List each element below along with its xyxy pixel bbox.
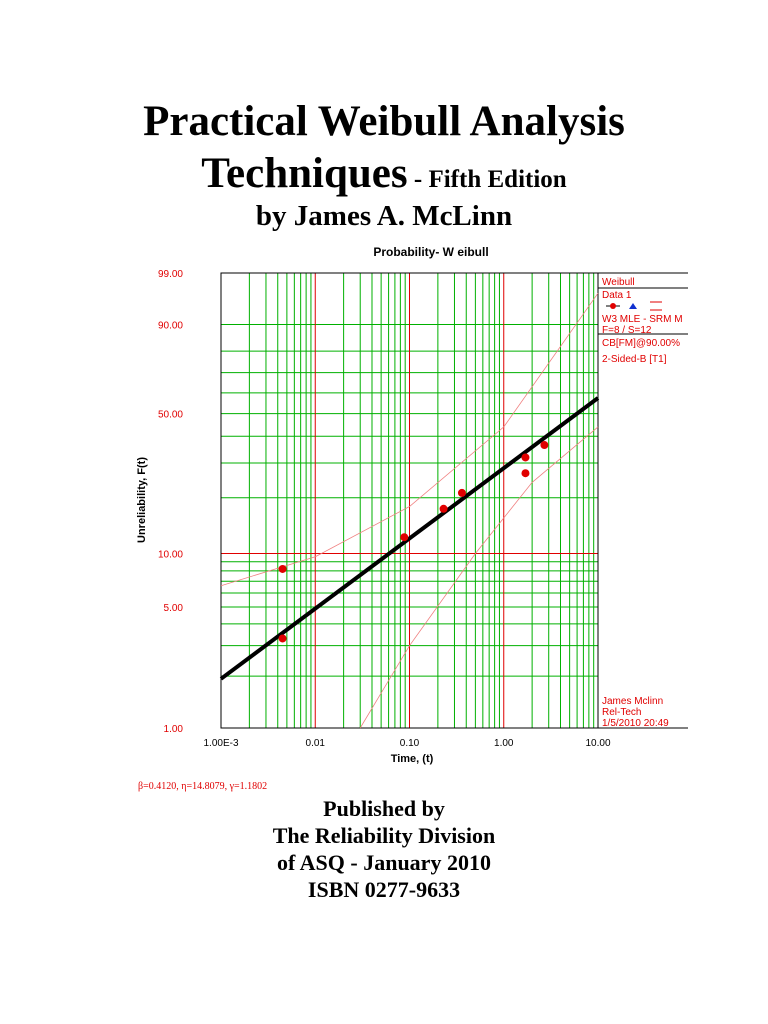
y-tick-label: 1.00	[164, 724, 184, 735]
x-tick-label: 10.00	[585, 738, 610, 749]
x-tick-labels: 1.00E-3 0.01 0.10 1.00 10.00	[203, 738, 610, 749]
legend-line-data: Data 1	[602, 290, 632, 301]
data-point	[457, 488, 466, 497]
fit-line	[219, 396, 600, 681]
y-tick-label: 99.00	[158, 269, 183, 280]
x-tick-label: 1.00	[494, 738, 514, 749]
y-tick-label: 5.00	[164, 603, 184, 614]
y-tick-label: 10.00	[158, 550, 183, 561]
x-tick-label: 1.00E-3	[203, 738, 238, 749]
fit-line-group	[219, 396, 600, 681]
data-point	[400, 533, 409, 542]
cover-title-line2: Techniques - Fifth Edition	[0, 150, 768, 207]
data-point	[521, 469, 530, 478]
legend-triangle-marker	[629, 303, 637, 309]
legend-line-weibull: Weibull	[602, 277, 635, 288]
publisher-block: Published by The Reliability Division of…	[0, 795, 768, 903]
x-tick-label: 0.10	[400, 738, 420, 749]
publisher-line: ISBN 0277-9633	[307, 877, 461, 902]
legend-footer-author: James Mclinn	[602, 696, 663, 707]
cover-author: by James A. McLinn	[255, 200, 513, 232]
cover-title-techniques: Techniques	[201, 150, 408, 197]
data-point	[278, 634, 287, 643]
y-axis-label: Unreliability, F(t)	[136, 457, 148, 543]
legend-footer-date: 1/5/2010 20:49	[602, 718, 669, 729]
publisher-line: of ASQ - January 2010	[277, 850, 491, 875]
x-tick-label: 0.01	[306, 738, 326, 749]
legend-line-bounds: CB[FM]@90.00%	[602, 338, 680, 349]
x-axis-label: Time, (t)	[391, 753, 434, 765]
publisher-line: The Reliability Division	[272, 823, 496, 848]
legend-point-marker	[610, 303, 616, 309]
data-point	[540, 441, 549, 450]
weibull-parameters: β=0.4120, η=14.8079, γ=1.1802	[138, 781, 268, 792]
publisher-line: Published by	[323, 796, 445, 821]
y-tick-label: 50.00	[158, 410, 183, 421]
legend-footer-company: Rel-Tech	[602, 707, 641, 718]
weibull-chart: Probability- W eibull 99.00 90.00 50.00 10.…	[136, 245, 688, 765]
cover-edition: - Fifth Edition	[407, 166, 567, 193]
confidence-bound-lower	[359, 426, 599, 729]
y-tick-labels: 99.00 90.00 50.00 10.00 5.00 1.00	[158, 269, 183, 735]
data-points	[278, 441, 549, 643]
legend-line-counts: F=8 / S=12	[602, 325, 652, 336]
chart-title: Probability- W eibull	[373, 245, 488, 259]
data-point	[521, 453, 530, 462]
legend-line-sided: 2-Sided-B [T1]	[602, 354, 667, 365]
legend: Weibull Data 1 W3 MLE - SRM M F=8 / S=12…	[598, 272, 688, 729]
legend-line-method: W3 MLE - SRM M	[602, 314, 683, 325]
y-tick-label: 90.00	[158, 320, 183, 331]
cover-title-line1: Practical Weibull Analysis	[143, 98, 625, 145]
data-point	[439, 504, 448, 513]
plot-frame	[220, 272, 599, 729]
data-point	[278, 564, 287, 573]
